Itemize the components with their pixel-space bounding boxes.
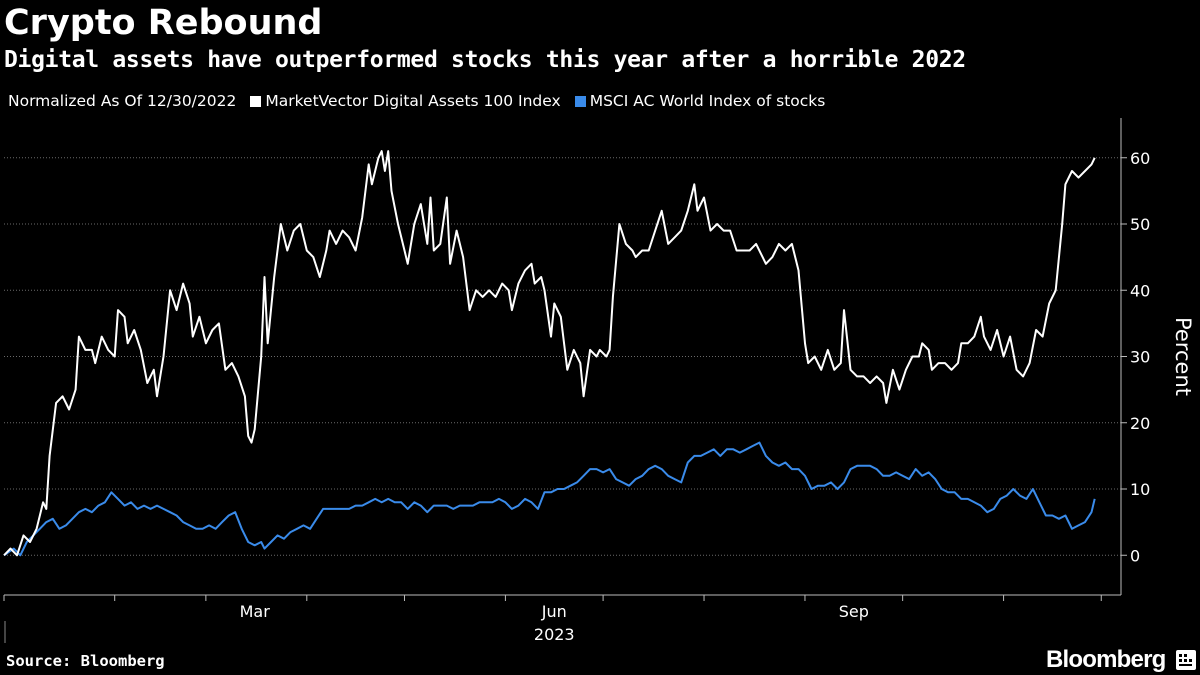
y-tick-label-0: 0 xyxy=(1130,546,1140,565)
legend-label-digital-assets: MarketVector Digital Assets 100 Index xyxy=(265,92,561,110)
y-tick-label-10: 10 xyxy=(1130,480,1150,499)
source-note: Source: Bloomberg xyxy=(6,652,165,670)
y-axis-title: Percent xyxy=(1171,317,1195,396)
chart-subtitle: Digital assets have outperformed stocks … xyxy=(4,47,966,73)
x-tick-label-jun: Jun xyxy=(541,602,567,621)
x-tick-label-mar: Mar xyxy=(240,602,271,621)
x-year-label: 2023 xyxy=(534,625,575,644)
series-line-msci xyxy=(3,441,1096,557)
legend-note: Normalized As Of 12/30/2022 xyxy=(8,92,237,110)
y-tick-label-30: 30 xyxy=(1130,348,1150,367)
y-tick-label-20: 20 xyxy=(1130,414,1150,433)
y-tick-label-50: 50 xyxy=(1130,215,1150,234)
bloomberg-logo: Bloomberg xyxy=(1046,646,1166,673)
legend-item-msci: MSCI AC World Index of stocks xyxy=(574,90,826,112)
series-line-digital-assets xyxy=(3,150,1096,557)
y-tick-label-40: 40 xyxy=(1130,281,1150,300)
x-tick-label-sep: Sep xyxy=(839,602,869,621)
bloomberg-terminal-icon xyxy=(1176,650,1196,670)
chart-title: Crypto Rebound xyxy=(4,3,323,43)
legend-label-msci: MSCI AC World Index of stocks xyxy=(589,92,826,110)
legend: Normalized As Of 12/30/2022 MarketVector… xyxy=(8,90,825,112)
legend-swatch-white xyxy=(250,95,262,107)
y-tick-label-60: 60 xyxy=(1130,149,1150,168)
legend-item-digital-assets: MarketVector Digital Assets 100 Index xyxy=(250,90,561,112)
legend-swatch-blue xyxy=(574,95,586,107)
